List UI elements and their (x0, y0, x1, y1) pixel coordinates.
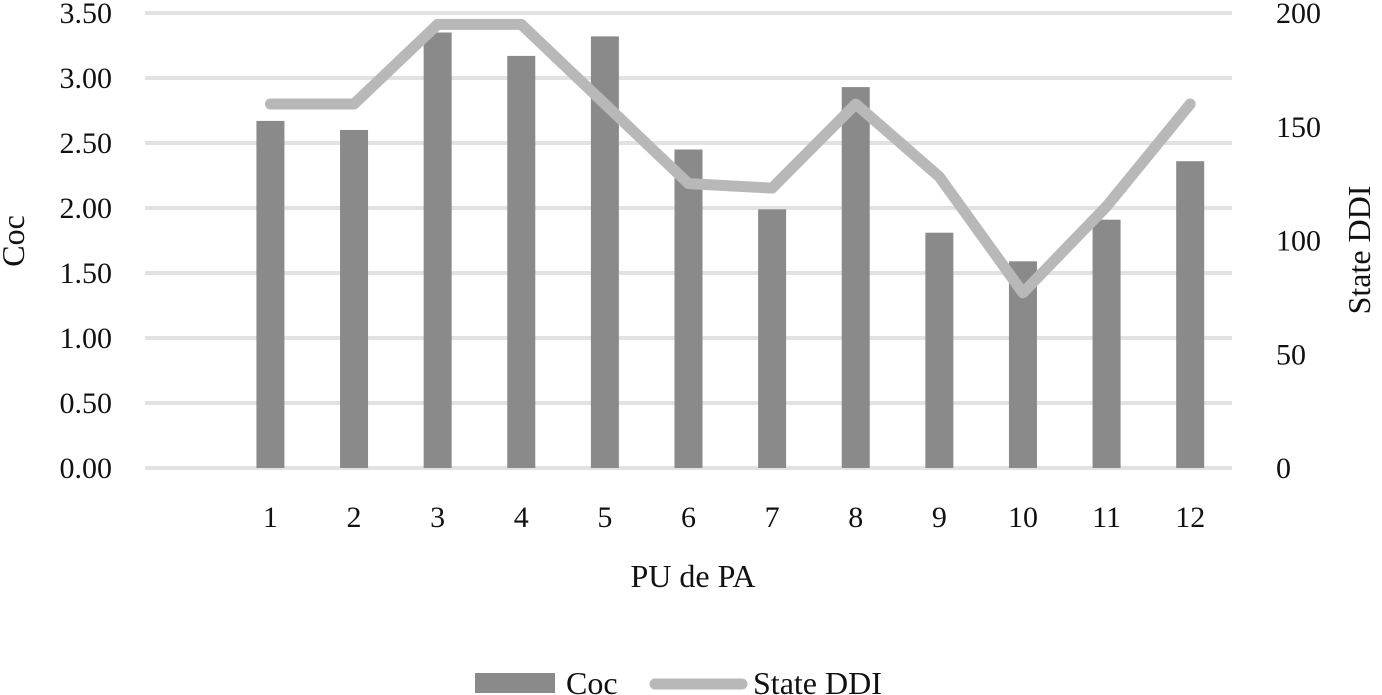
y-axis-left-ticks: 0.00 0.50 1.00 1.50 2.00 2.50 3.00 3.50 (60, 0, 113, 485)
line-point (604, 103, 606, 105)
y2-tick-label: 150 (1276, 111, 1321, 144)
bar (340, 130, 369, 468)
y-tick-label: 0.50 (60, 387, 113, 420)
x-tick-label: 8 (848, 501, 863, 534)
x-tick-label: 9 (932, 501, 947, 534)
line-point (855, 103, 857, 105)
line-point (353, 103, 355, 105)
line-point (938, 176, 940, 178)
x-axis-ticks: 1 2 3 4 5 6 7 8 9 10 11 12 (263, 501, 1205, 534)
y-tick-label: 3.00 (60, 62, 113, 95)
x-tick-label: 12 (1175, 501, 1205, 534)
legend-label-coc: Coc (566, 665, 618, 695)
line-series-state-ddi (264, 18, 1196, 299)
bar (507, 55, 536, 469)
line-point (437, 23, 439, 25)
bar (1092, 219, 1121, 468)
x-tick-label: 10 (1008, 501, 1038, 534)
x-tick-label: 4 (514, 501, 529, 534)
line-point (1106, 205, 1108, 207)
y-tick-label: 0.00 (60, 452, 113, 485)
x-tick-label: 11 (1092, 501, 1121, 534)
x-tick-label: 7 (765, 501, 780, 534)
line-point (688, 183, 689, 185)
legend: Coc State DDI (475, 665, 882, 695)
y-axis-right-ticks: 0 50 100 150 200 (1276, 0, 1321, 485)
line-point (771, 187, 773, 189)
y-tick-label: 1.00 (60, 322, 113, 355)
y2-tick-label: 0 (1276, 452, 1291, 485)
y-tick-label: 2.50 (60, 127, 113, 160)
line-point (1022, 292, 1024, 294)
x-tick-label: 6 (681, 501, 696, 534)
bar (674, 149, 703, 468)
line-state-ddi (264, 18, 1196, 299)
line-point (269, 103, 271, 105)
x-tick-label: 1 (263, 501, 278, 534)
bar-series-coc (256, 32, 1205, 469)
x-tick-label: 2 (347, 501, 362, 534)
bar (423, 32, 452, 468)
y2-tick-label: 50 (1276, 338, 1306, 371)
line-point (1189, 103, 1191, 105)
y-tick-label: 3.50 (60, 0, 113, 30)
bar (925, 232, 954, 468)
y-tick-label: 1.50 (60, 257, 113, 290)
bar (758, 209, 787, 469)
y2-tick-label: 200 (1276, 0, 1321, 30)
x-tick-label: 3 (430, 501, 445, 534)
legend-label-state-ddi: State DDI (753, 665, 882, 695)
line-point (520, 23, 522, 25)
y-axis-title: Coc (0, 215, 31, 267)
y2-tick-label: 100 (1276, 225, 1321, 258)
legend-swatch-coc (475, 673, 555, 693)
x-tick-label: 5 (597, 501, 612, 534)
bar (256, 120, 285, 469)
y2-axis-title: State DDI (1341, 186, 1377, 315)
bar (841, 87, 870, 468)
bar (1176, 161, 1205, 468)
x-axis-title: PU de PA (630, 558, 755, 594)
y-tick-label: 2.00 (60, 192, 113, 225)
